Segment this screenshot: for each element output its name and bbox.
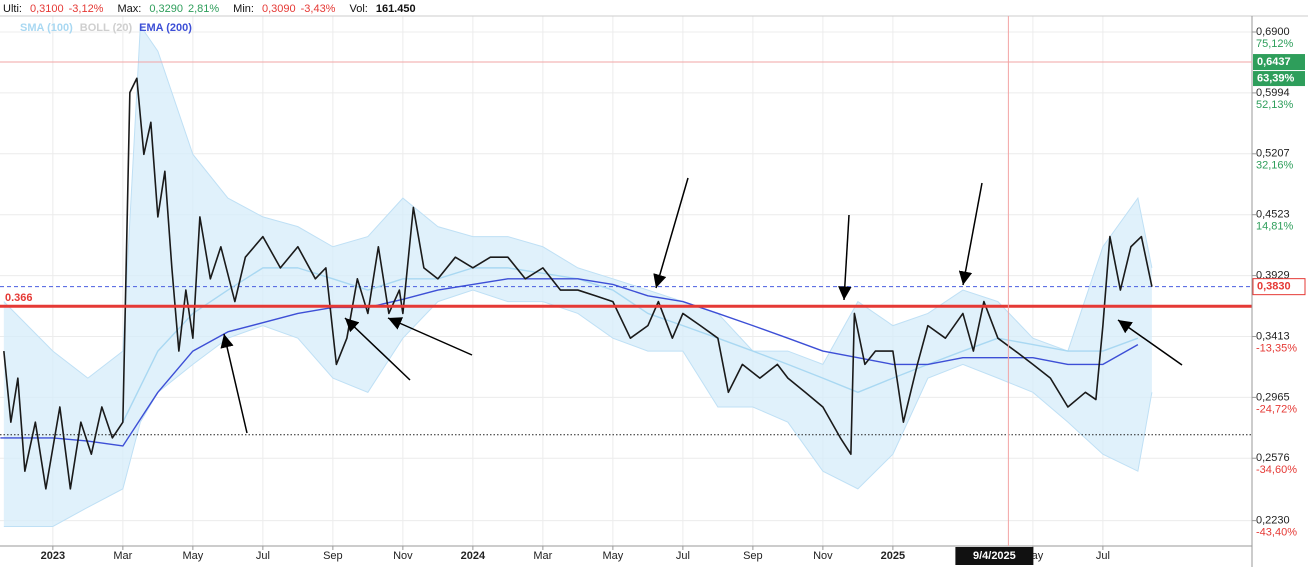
arrow [387, 317, 473, 356]
overlay: 0.366 9/4/2025 0,6437 63,39% 0,3830 [0, 16, 1306, 565]
stat-change: 2,81% [188, 3, 219, 15]
x-tick-label: Sep [743, 550, 763, 562]
bollinger-upper [3, 24, 1153, 379]
y-tick-label: 0,3413 [1256, 330, 1290, 342]
y-tick-label: 0,5994 [1256, 87, 1290, 99]
cursor-change: 63,39% [1257, 72, 1295, 84]
arrow [958, 182, 983, 286]
legend-entry: SMA (100) [20, 22, 73, 34]
arrow [838, 214, 852, 301]
stat-change: -3,12% [69, 3, 104, 15]
cursor-date-tag [955, 547, 1034, 565]
arrow [220, 333, 248, 434]
stat-label: Min: [233, 3, 254, 15]
cursor-price: 0,6437 [1257, 56, 1291, 68]
stat-label: Max: [117, 3, 141, 15]
cursor-change-tag [1253, 71, 1305, 87]
plot-area [0, 24, 1252, 527]
x-tick-label: Jul [256, 550, 270, 562]
x-tick-label: May [602, 550, 623, 562]
bollinger-band [3, 25, 1152, 527]
arrow [344, 317, 411, 381]
y-tick-change: -34,60% [1256, 464, 1297, 476]
y-tick-label: 0,5207 [1256, 148, 1290, 160]
stat-value: 161.450 [376, 3, 416, 15]
arrow [653, 177, 689, 289]
x-tick-label: Nov [393, 550, 413, 562]
y-tick-change: 14,81% [1256, 221, 1294, 233]
cursor-price-tag [1253, 54, 1305, 71]
x-tick-label: Jul [1096, 550, 1110, 562]
x-tick-label: Jul [676, 550, 690, 562]
x-tick-label: Nov [813, 550, 833, 562]
stat-value: 0,3090 [262, 3, 296, 15]
x-tick-label: Mar [113, 550, 132, 562]
y-tick-change: -24,72% [1256, 403, 1297, 415]
y-tick-change: -13,35% [1256, 342, 1297, 354]
annotations [220, 177, 1183, 434]
bollinger-lower [3, 289, 1153, 527]
legend-entry: BOLL (20) [80, 22, 133, 34]
x-tick-label: 2023 [41, 550, 65, 562]
x-tick-label: Sep [323, 550, 343, 562]
y-tick-label: 0,2965 [1256, 391, 1290, 403]
x-tick-label: 2024 [461, 550, 486, 562]
y-tick-change: 52,13% [1256, 99, 1294, 111]
y-tick-change: 32,16% [1256, 160, 1294, 172]
y-tick-label: 0,2576 [1256, 452, 1290, 464]
indicator-line [122, 267, 1139, 423]
x-tick-label: Mar [533, 550, 552, 562]
x-tick-label: May [182, 550, 203, 562]
x-tick-label: 2025 [881, 550, 905, 562]
stat-value: 0,3100 [30, 3, 64, 15]
last-price: 0,3830 [1257, 281, 1291, 293]
y-tick-label: 0,4523 [1256, 209, 1290, 221]
cursor-date: 9/4/2025 [973, 550, 1016, 562]
legend-entry: EMA (200) [139, 22, 192, 34]
stat-label: Ulti: [3, 3, 22, 15]
y-tick-label: 0,6900 [1256, 26, 1290, 38]
last-price-tag [1252, 278, 1306, 296]
y-tick-change: -43,40% [1256, 527, 1297, 539]
level-label: 0.366 [5, 292, 33, 304]
price-line [3, 77, 1153, 490]
arrow [1117, 319, 1183, 366]
stat-change: -3,43% [301, 3, 336, 15]
stat-value: 0,3290 [149, 3, 183, 15]
y-tick-label: 0,2230 [1256, 515, 1290, 527]
stat-label: Vol: [349, 3, 367, 15]
indicator-line [0, 278, 1139, 447]
y-tick-change: 75,12% [1256, 38, 1294, 50]
